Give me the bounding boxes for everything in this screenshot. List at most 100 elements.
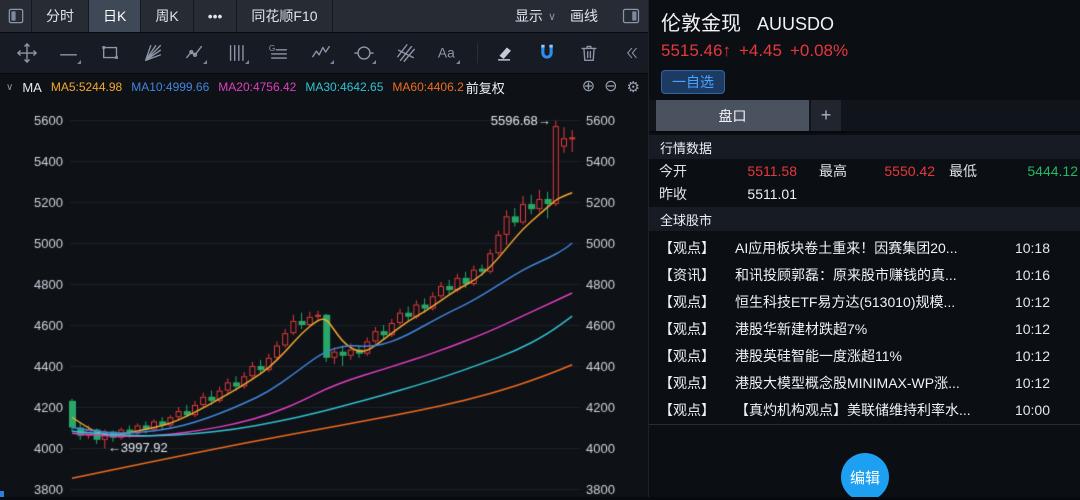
news-item[interactable]: 【观点】 AI应用板块卷土重来！因赛集团20... 10:18 (649, 234, 1080, 261)
zoom-out-icon[interactable]: ⊖ (604, 78, 618, 95)
news-item[interactable]: 【观点】 港股大模型概念股MINIMAX-WP涨... 10:12 (649, 369, 1080, 396)
marker-tool-button[interactable] (492, 39, 518, 67)
prev-close-value: 5511.01 (747, 185, 797, 202)
panel-left-icon (8, 8, 23, 24)
section-global-markets: 全球股市 (649, 207, 1080, 231)
tab-order-book[interactable]: 盘口 (656, 100, 809, 131)
svg-text:Aa: Aa (438, 46, 455, 61)
window-bottom-strip (0, 497, 1080, 500)
move-tool-button[interactable] (14, 39, 40, 67)
price-change-pct: +0.08% (789, 41, 849, 60)
toggle-right-panel-button[interactable] (620, 6, 642, 26)
marker-pen-icon (497, 47, 511, 61)
wave-icon (312, 45, 331, 58)
drawing-toolbar: G Aa (0, 33, 648, 74)
gann-fan-icon (145, 44, 162, 62)
quote-header: 伦敦金现 AUUSDO 5515.46↑ +4.45 +0.08% 一自选 (649, 0, 1080, 100)
rays-tool-button[interactable] (393, 39, 419, 67)
news-tag: 【观点】 (659, 239, 715, 256)
news-time: 10:12 (1014, 347, 1050, 364)
rectangle-icon (102, 46, 119, 59)
news-title: 港股华新建材跌超7% (735, 320, 868, 337)
toolbar-divider (476, 43, 478, 63)
golden-section-icon: G (269, 44, 288, 59)
quote-row-2: 昨收 5511.01 (649, 182, 1080, 205)
rectangle-tool-button[interactable] (98, 39, 124, 67)
trendline-tool-button[interactable] (56, 39, 82, 67)
period-tabbar: 分时 日K 周K ••• 同花顺F10 显示 ∨ 画线 (0, 0, 648, 33)
wave-tool-button[interactable] (308, 39, 334, 67)
news-title: 恒生科技ETF易方达(513010)规模... (735, 293, 956, 310)
remove-watchlist-button[interactable]: 一自选 (661, 70, 725, 94)
magnet-tool-button[interactable] (534, 39, 560, 67)
news-tag: 【观点】 (659, 374, 715, 391)
ma-legend-bar: ∨ MA MA5:5244.98 MA10:4999.66 MA20:4756.… (0, 74, 648, 100)
toggle-left-panel-button[interactable] (0, 0, 32, 32)
golden-lines-tool-button[interactable]: G (266, 39, 292, 67)
section-market-data: 行情数据 (649, 135, 1080, 159)
zoom-in-icon[interactable]: ⊕ (581, 78, 596, 95)
high-label: 最高 (819, 162, 847, 179)
news-item[interactable]: 【观点】 港股华新建材跌超7% 10:12 (649, 315, 1080, 342)
last-price: 5515.46↑ (661, 41, 731, 60)
tab-more-periods[interactable]: ••• (193, 0, 238, 32)
collapse-toolbar-button[interactable] (618, 39, 644, 67)
news-title: 港股大模型概念股MINIMAX-WP涨... (735, 374, 960, 391)
quote-row-1: 今开 5511.58 最高 5550.42 最低 5444.12 (649, 159, 1080, 182)
news-item[interactable]: 【资讯】 和讯投顾郭磊：原来股市赚钱的真... 10:16 (649, 261, 1080, 288)
edge-sliver (0, 491, 4, 500)
ma60-legend: MA60:4406.2 (392, 80, 464, 94)
kline-chart[interactable] (0, 100, 648, 500)
news-time: 10:18 (1014, 239, 1050, 256)
tab-daily-k[interactable]: 日K (89, 0, 142, 32)
news-title: 港股英硅智能一度涨超11% (735, 347, 902, 364)
add-tab-button[interactable]: + (811, 100, 841, 131)
news-tag: 【观点】 (659, 293, 715, 310)
news-list: 【观点】 AI应用板块卷土重来！因赛集团20... 10:18 【资讯】 和讯投顾郭磊… (649, 231, 1080, 423)
chevron-down-icon: ∨ (547, 10, 556, 23)
ma-collapse-caret[interactable]: ∨ (6, 81, 14, 93)
polyline-icon (186, 45, 203, 59)
cycle-tool-button[interactable] (351, 39, 377, 67)
tab-f10[interactable]: 同花顺F10 (237, 0, 333, 32)
svg-text:G: G (269, 44, 275, 53)
news-time: 10:12 (1014, 293, 1050, 310)
cycle-icon (353, 46, 374, 60)
display-menu[interactable]: 显示 ∨ (515, 6, 556, 26)
trash-icon (581, 45, 597, 62)
gann-fan-tool-button[interactable] (140, 39, 166, 67)
adjust-mode-label[interactable]: 前复权 (465, 80, 505, 96)
instrument-name: 伦敦金现 (661, 13, 741, 35)
move-icon (17, 43, 37, 63)
gear-icon[interactable]: ⚙ (626, 78, 640, 96)
quote-panel: 伦敦金现 AUUSDO 5515.46↑ +4.45 +0.08% 一自选 盘口… (648, 0, 1080, 500)
collapse-left-icon (627, 47, 637, 59)
news-time: 10:16 (1014, 266, 1050, 283)
news-title: 【真灼机构观点】美联储维持利率水... (735, 401, 971, 418)
news-item[interactable]: 【观点】 恒生科技ETF易方达(513010)规模... 10:12 (649, 288, 1080, 315)
text-icon: Aa (438, 46, 455, 61)
price-change: +4.45 (738, 41, 782, 60)
news-tag: 【资讯】 (659, 266, 715, 283)
trendline-icon (60, 54, 78, 56)
tab-minute[interactable]: 分时 (32, 0, 89, 32)
vertical-lines-tool-button[interactable] (224, 39, 250, 67)
ma30-legend: MA30:4642.65 (305, 80, 384, 94)
news-title: 和讯投顾郭磊：原来股市赚钱的真... (735, 266, 957, 283)
display-label: 显示 (514, 8, 543, 24)
prev-close-label: 昨收 (659, 185, 687, 202)
news-item[interactable]: 【观点】 港股英硅智能一度涨超11% 10:12 (649, 342, 1080, 369)
chart-pane: 分时 日K 周K ••• 同花顺F10 显示 ∨ 画线 (0, 0, 648, 500)
polyline-tool-button[interactable] (182, 39, 208, 67)
up-arrow-icon: ↑ (722, 41, 731, 60)
draw-line-button[interactable]: 画线 (570, 8, 598, 24)
high-value: 5550.42 (884, 162, 935, 179)
delete-drawing-button[interactable] (576, 39, 602, 67)
text-tool-button[interactable]: Aa (435, 39, 461, 67)
indicator-name[interactable]: MA (22, 79, 42, 95)
edit-button[interactable]: 编辑 (841, 453, 889, 500)
news-item[interactable]: 【观点】 【真灼机构观点】美联储维持利率水... 10:00 (649, 396, 1080, 423)
instrument-code: AUUSDO (757, 14, 835, 34)
tab-weekly-k[interactable]: 周K (141, 0, 194, 32)
low-label: 最低 (949, 162, 977, 179)
